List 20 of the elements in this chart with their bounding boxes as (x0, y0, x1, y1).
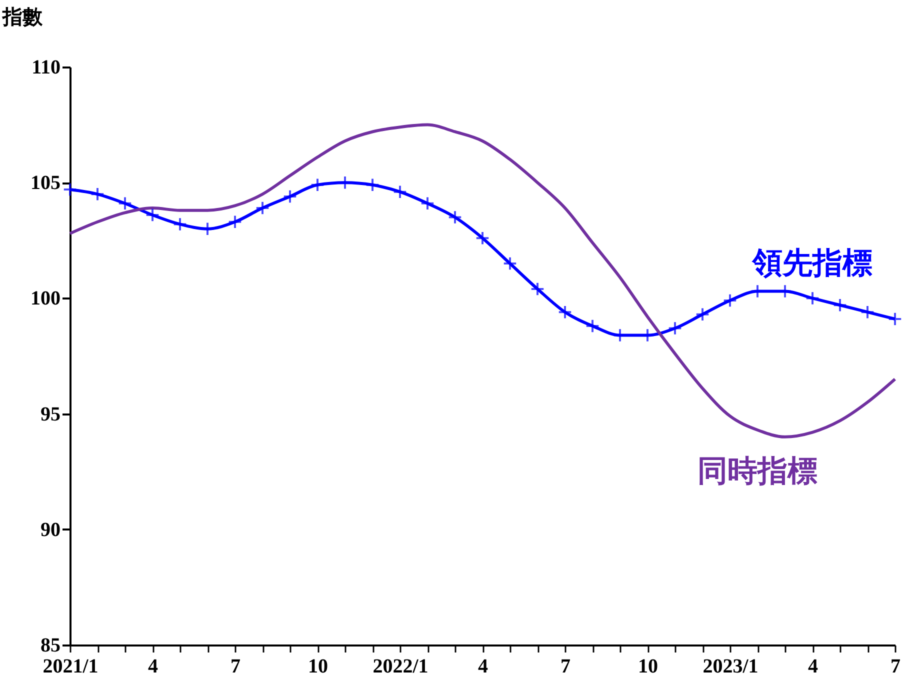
x-tick-label: 4 (808, 656, 818, 678)
x-tick-label: 7 (230, 656, 240, 678)
y-tick-label: 95 (40, 403, 60, 426)
y-tick-label: 100 (30, 288, 60, 310)
y-axis-title: 指數 (2, 6, 44, 28)
series-label: 領先指標 (752, 247, 872, 280)
x-tick-label: 10 (308, 656, 328, 678)
x-tick-label: 4 (478, 656, 488, 678)
series-label: 同時指標 (698, 454, 818, 488)
y-tick-label: 90 (40, 518, 60, 541)
x-tick-label: 2023/1 (702, 656, 758, 678)
y-tick-label: 105 (30, 172, 60, 194)
x-tick-label: 7 (560, 656, 570, 678)
x-tick-label: 2021/1 (42, 656, 98, 678)
x-tick-label: 4 (148, 656, 158, 678)
x-tick-label: 7 (890, 656, 900, 678)
x-tick-label: 10 (638, 656, 658, 678)
y-tick-label: 110 (32, 56, 60, 78)
x-tick-label: 2022/1 (372, 656, 428, 678)
y-tick-label: 85 (40, 634, 60, 656)
